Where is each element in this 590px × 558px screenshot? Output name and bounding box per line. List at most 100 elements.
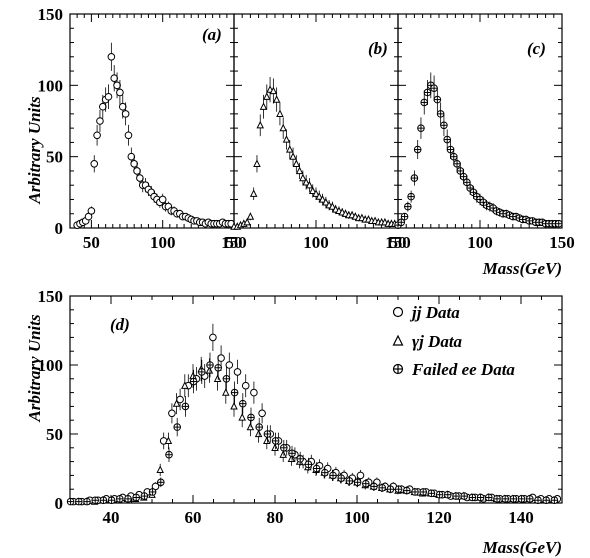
panel-a-point (107, 42, 116, 71)
panel-b-point (318, 193, 327, 206)
panel-d-point (386, 485, 395, 494)
panel-a-xtick-label: 50 (83, 233, 100, 252)
legend-marker-failed-ee (392, 363, 404, 375)
panel-a-point (136, 170, 144, 186)
legend: jj Data γj Data Failed ee Data (392, 303, 515, 379)
panel-c-point (420, 90, 429, 115)
panel-d-ytick-label: 50 (46, 425, 63, 444)
panel-c-point (404, 201, 412, 212)
panel-d-xtick-label: 60 (185, 508, 202, 527)
panel-b-xtick-label: 50 (226, 233, 243, 252)
panel-d-point (214, 355, 222, 381)
panel-c-series-0 (394, 72, 563, 229)
panel-d-xtick-label: 80 (267, 508, 284, 527)
panel-d-point (99, 496, 108, 505)
panel-c-point (407, 190, 415, 203)
panel-d-point (394, 485, 403, 494)
panel-d-point (509, 495, 518, 503)
panel-d-point (485, 493, 493, 502)
panel-d-point (83, 497, 91, 506)
panel-b-point (302, 175, 310, 190)
panel-d-point (403, 486, 411, 495)
panel-d-xtick-label: 40 (103, 508, 120, 527)
panel-d-point (460, 492, 469, 500)
panel-a-point (93, 124, 101, 146)
panel-a-point (90, 155, 99, 173)
panel-d-point (173, 417, 181, 437)
panel-d-xtick-label: 120 (426, 508, 452, 527)
panel-d-point (468, 493, 477, 502)
panel-d-point (165, 447, 173, 463)
panel-d-point (444, 490, 452, 499)
panel-c-point (400, 212, 409, 221)
panel-d-point (230, 381, 239, 404)
panel-a-point (116, 79, 124, 105)
panel-d-point (247, 407, 255, 428)
panel-d-point (66, 497, 75, 506)
panel-d-series-2 (66, 352, 559, 506)
panel-d-point (321, 466, 329, 479)
panel-a-point (84, 212, 93, 221)
panel-b-point (292, 155, 301, 173)
panel-d-point (239, 393, 247, 415)
panel-a-point (124, 124, 133, 146)
panel-d-point (164, 432, 173, 450)
panel-d-point (517, 495, 526, 503)
panel-d-point (181, 396, 190, 417)
panel-c-point (413, 140, 422, 160)
panel-d-point (356, 469, 365, 481)
panel-d-point (550, 496, 559, 505)
panel-c-point (463, 175, 471, 190)
panel-c-point (430, 75, 438, 101)
panel-b-point (276, 102, 284, 126)
panel-b-point (322, 196, 330, 208)
panel-b-point (305, 178, 314, 193)
panel-b-point (312, 187, 320, 201)
x-axis-title-top: Mass(GeV) (482, 259, 562, 278)
panel-d-point (411, 488, 419, 496)
panel-d-point (452, 492, 460, 500)
panel-c-point (440, 114, 448, 137)
panel-d-point (378, 483, 387, 492)
panel-a-series-0 (73, 42, 235, 229)
panel-d-ytick-label: 100 (38, 356, 64, 375)
y-axis-title-top: Arbitrary Units (25, 96, 44, 205)
panel-a-point (158, 193, 167, 206)
panel-d-point (209, 323, 217, 352)
panel-d-point (75, 497, 83, 506)
panel-a-ytick-label: 50 (46, 148, 63, 167)
x-axis-title-bottom: Mass(GeV) (482, 538, 562, 557)
panel-b-point (289, 147, 297, 166)
panel-d-point (255, 417, 264, 437)
panel-c-point (443, 129, 452, 150)
panel-d-point (206, 352, 214, 378)
panel-d-point (271, 432, 280, 450)
panel-d-xtick-label: 140 (508, 508, 534, 527)
panel-d-point (258, 403, 266, 424)
panel-a-point (121, 102, 130, 126)
panel-b-point (246, 212, 255, 221)
panel-d-point (222, 367, 231, 391)
panel-b-point (308, 184, 317, 198)
panel-d-point (107, 496, 116, 505)
panel-d-point (157, 477, 165, 488)
panel-d-point (329, 469, 337, 481)
panel-c-point (417, 117, 425, 139)
panel-d-point (476, 493, 485, 502)
legend-marker-gammaj (392, 334, 404, 346)
panel-c-point (433, 87, 442, 112)
panel-d-point (159, 432, 168, 450)
panel-d-point (140, 492, 149, 500)
panel-d-point (91, 496, 99, 505)
panel-c-point (459, 168, 468, 185)
panel-b-point (263, 84, 271, 110)
panel-a-point (87, 206, 96, 216)
panel-label-a: (a) (202, 25, 222, 44)
panel-b-point (243, 217, 251, 226)
panel-c-point (410, 170, 419, 186)
panel-d-ytick-label: 0 (55, 494, 64, 513)
panel-c-point (397, 218, 406, 227)
panel-b-point (282, 129, 291, 150)
